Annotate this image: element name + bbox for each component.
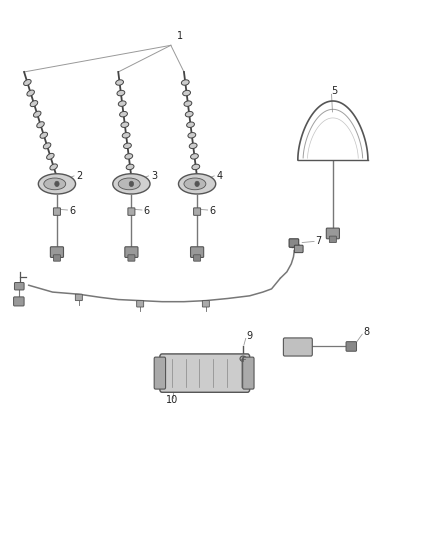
Ellipse shape bbox=[30, 101, 38, 107]
Ellipse shape bbox=[183, 90, 191, 96]
FancyBboxPatch shape bbox=[329, 236, 336, 243]
FancyBboxPatch shape bbox=[191, 247, 204, 257]
Ellipse shape bbox=[184, 178, 206, 190]
FancyBboxPatch shape bbox=[128, 208, 135, 215]
Ellipse shape bbox=[129, 181, 134, 187]
Ellipse shape bbox=[188, 133, 196, 138]
Ellipse shape bbox=[46, 154, 54, 159]
Ellipse shape bbox=[240, 356, 246, 361]
FancyBboxPatch shape bbox=[75, 294, 82, 301]
Text: 7: 7 bbox=[315, 236, 321, 246]
Ellipse shape bbox=[118, 178, 140, 190]
Text: 6: 6 bbox=[209, 206, 215, 216]
Ellipse shape bbox=[113, 174, 150, 194]
FancyBboxPatch shape bbox=[128, 255, 135, 261]
Text: 8: 8 bbox=[364, 327, 370, 337]
Ellipse shape bbox=[191, 154, 198, 159]
Ellipse shape bbox=[192, 164, 200, 169]
Ellipse shape bbox=[118, 101, 126, 107]
FancyBboxPatch shape bbox=[346, 342, 357, 351]
Ellipse shape bbox=[40, 132, 48, 138]
Ellipse shape bbox=[43, 143, 51, 149]
Text: 3: 3 bbox=[151, 171, 157, 181]
Ellipse shape bbox=[187, 122, 194, 127]
Ellipse shape bbox=[181, 80, 189, 85]
FancyBboxPatch shape bbox=[326, 228, 339, 239]
FancyBboxPatch shape bbox=[154, 357, 166, 389]
Ellipse shape bbox=[24, 79, 31, 85]
Ellipse shape bbox=[120, 111, 127, 117]
FancyBboxPatch shape bbox=[243, 357, 254, 389]
Ellipse shape bbox=[124, 143, 131, 149]
Ellipse shape bbox=[117, 90, 125, 96]
FancyBboxPatch shape bbox=[14, 282, 24, 290]
FancyBboxPatch shape bbox=[283, 338, 312, 356]
Text: 10: 10 bbox=[166, 395, 179, 405]
Ellipse shape bbox=[189, 143, 197, 149]
Ellipse shape bbox=[121, 122, 129, 127]
Text: 4: 4 bbox=[217, 171, 223, 181]
FancyBboxPatch shape bbox=[53, 255, 60, 261]
Ellipse shape bbox=[126, 164, 134, 169]
Text: 6: 6 bbox=[69, 206, 75, 216]
FancyBboxPatch shape bbox=[14, 297, 24, 306]
Text: 2: 2 bbox=[77, 171, 83, 181]
Ellipse shape bbox=[185, 111, 193, 117]
FancyBboxPatch shape bbox=[289, 239, 299, 247]
FancyBboxPatch shape bbox=[50, 247, 64, 257]
Ellipse shape bbox=[39, 174, 76, 194]
Text: 6: 6 bbox=[144, 206, 150, 216]
FancyBboxPatch shape bbox=[194, 255, 201, 261]
Ellipse shape bbox=[184, 101, 192, 107]
Ellipse shape bbox=[178, 174, 215, 194]
Ellipse shape bbox=[50, 164, 57, 170]
FancyBboxPatch shape bbox=[194, 208, 201, 215]
FancyBboxPatch shape bbox=[294, 245, 303, 253]
Ellipse shape bbox=[44, 178, 66, 190]
FancyBboxPatch shape bbox=[202, 301, 209, 307]
Text: 9: 9 bbox=[247, 331, 253, 341]
Ellipse shape bbox=[55, 181, 59, 187]
FancyBboxPatch shape bbox=[137, 301, 144, 307]
Ellipse shape bbox=[37, 122, 44, 128]
FancyBboxPatch shape bbox=[160, 354, 250, 392]
Text: 1: 1 bbox=[177, 31, 184, 41]
FancyBboxPatch shape bbox=[125, 247, 138, 257]
Ellipse shape bbox=[33, 111, 41, 117]
Ellipse shape bbox=[125, 154, 133, 159]
Ellipse shape bbox=[27, 90, 35, 96]
Ellipse shape bbox=[195, 181, 199, 187]
Ellipse shape bbox=[122, 133, 130, 138]
Ellipse shape bbox=[116, 80, 124, 85]
Text: 5: 5 bbox=[331, 86, 337, 95]
FancyBboxPatch shape bbox=[53, 208, 60, 215]
